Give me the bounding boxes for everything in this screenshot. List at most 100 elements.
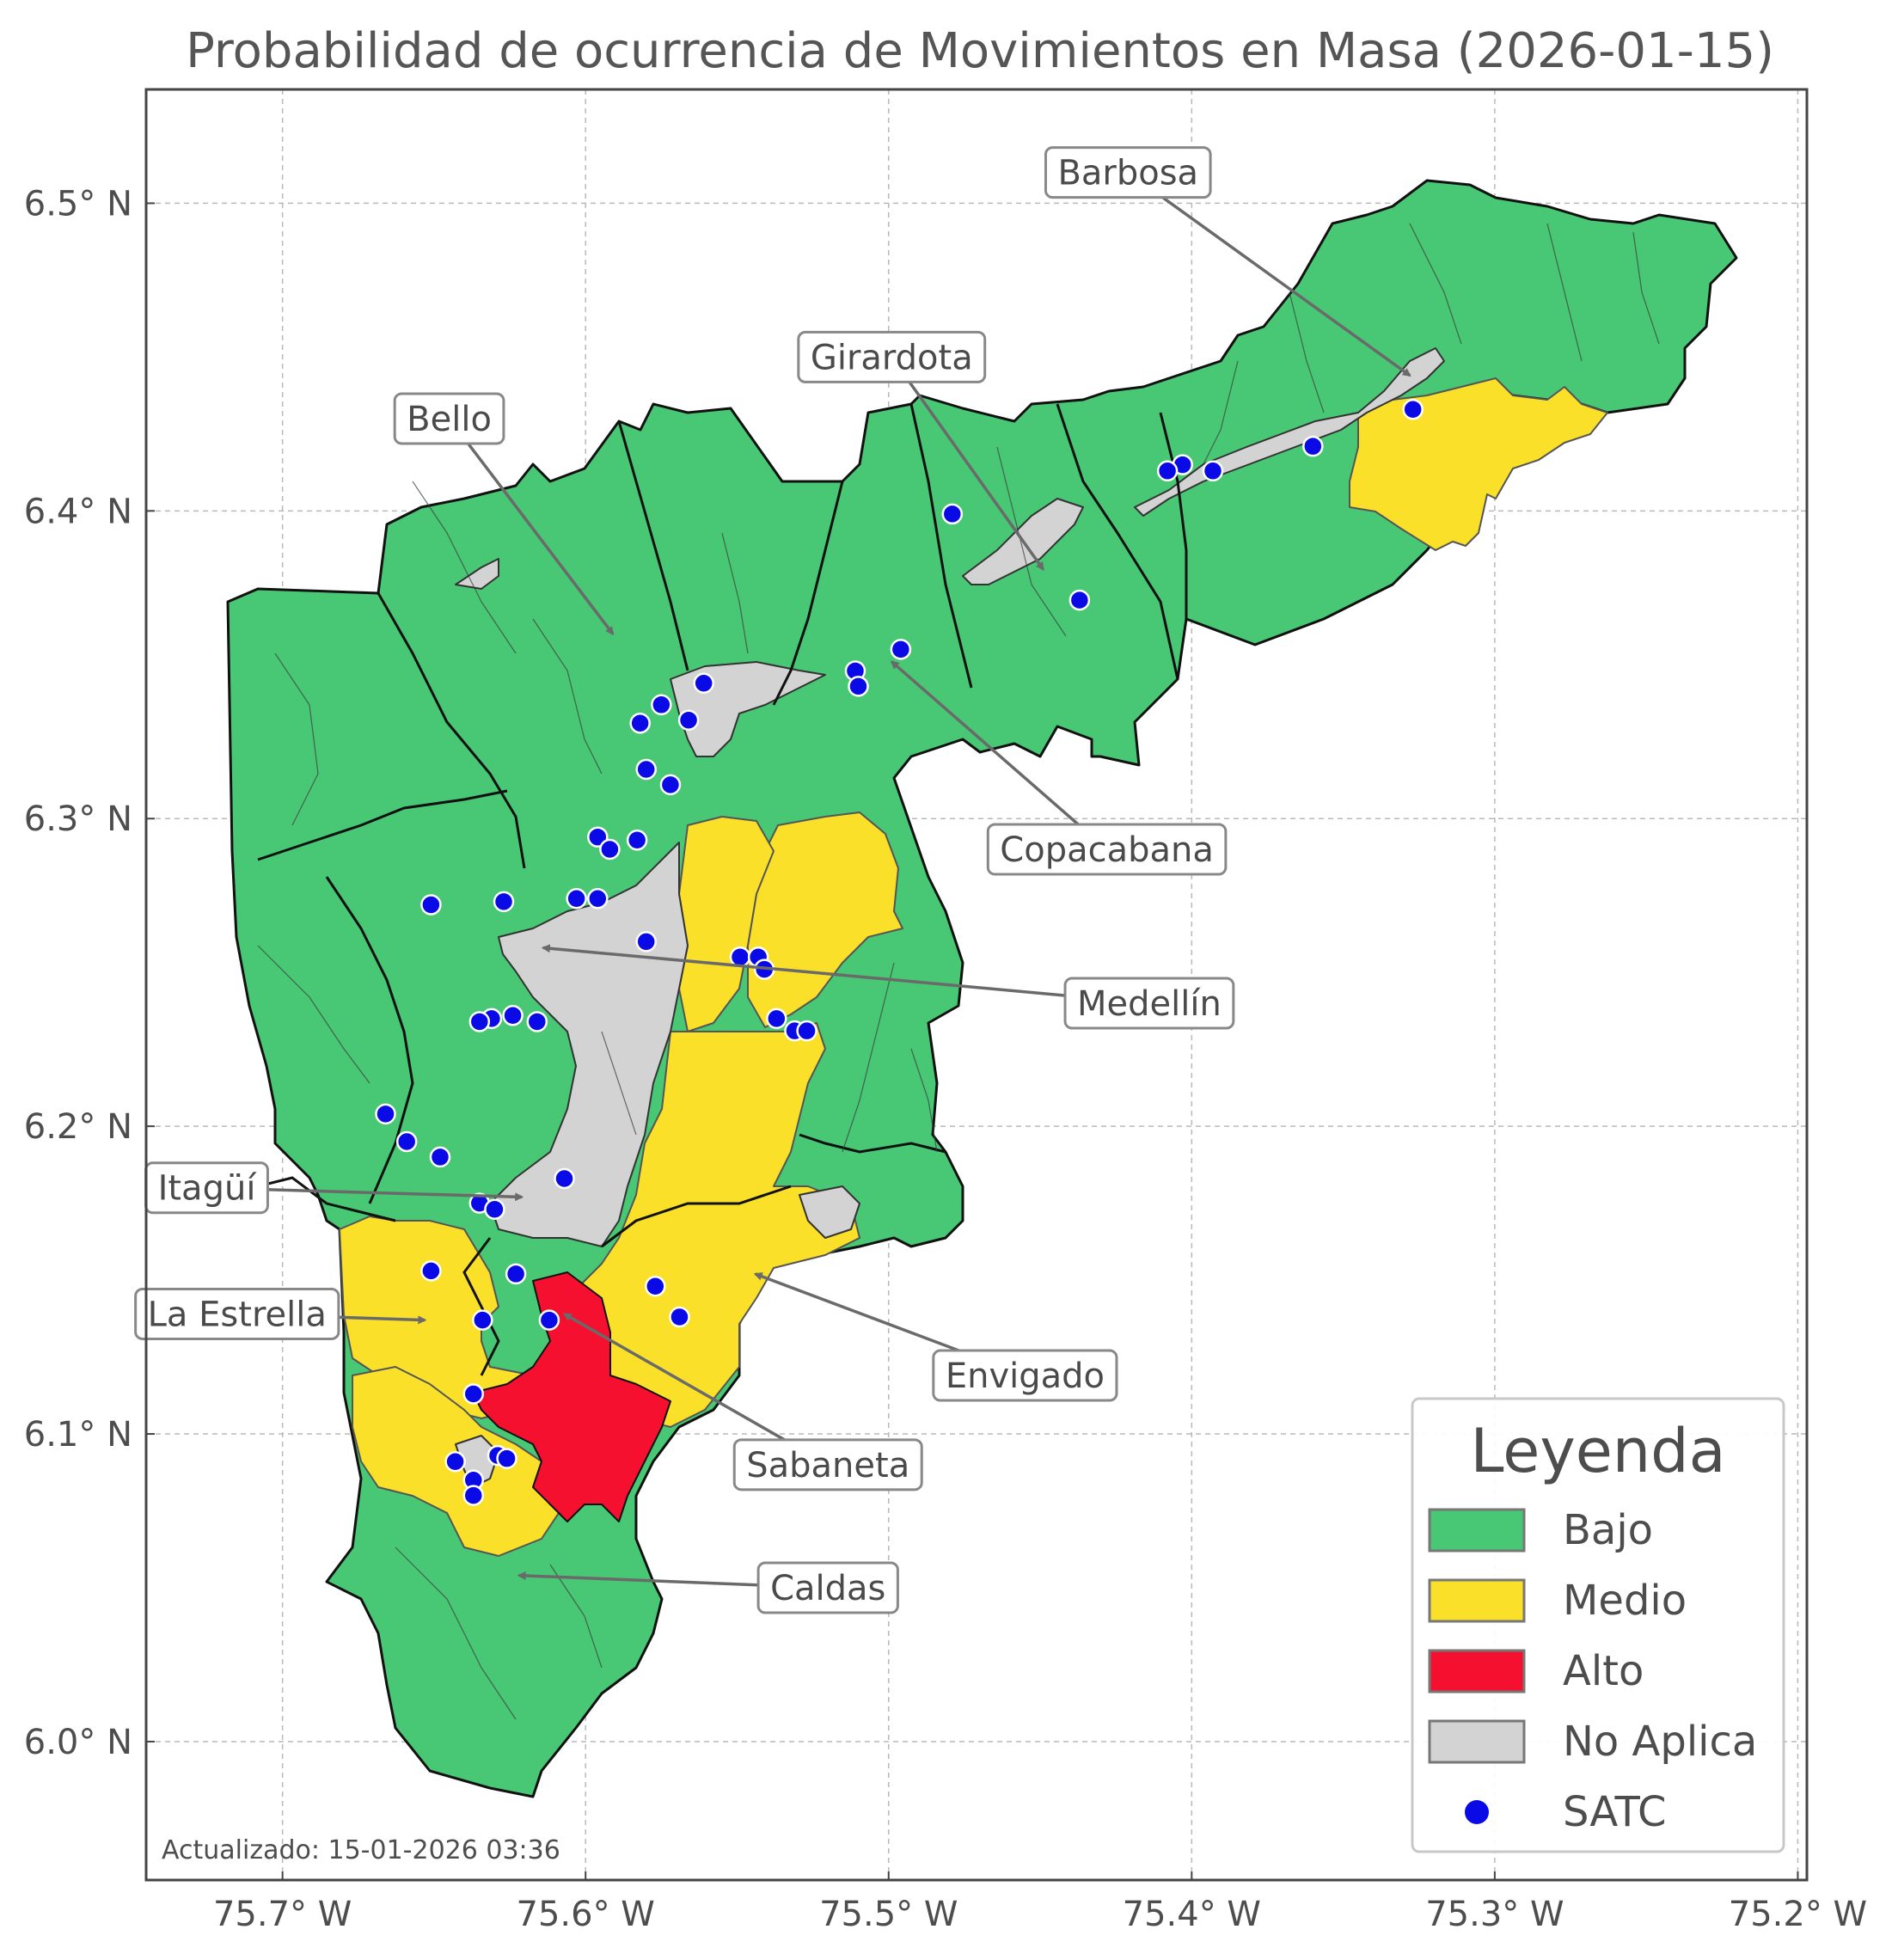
satc-station-marker	[635, 931, 657, 952]
legend-label: SATC	[1563, 1788, 1667, 1836]
division-line	[395, 1547, 517, 1720]
satc-station-marker	[635, 758, 657, 781]
callout-box	[986, 823, 1228, 876]
satc-station-marker	[587, 888, 609, 910]
y-tick-label: 6.0° N	[24, 1723, 132, 1762]
callout-label: Bello	[407, 400, 492, 439]
y-tick-label: 6.4° N	[24, 492, 132, 531]
internal-divisions	[257, 223, 1660, 1720]
satc-station-marker	[429, 1146, 451, 1168]
callout-label: Itagüí	[158, 1169, 258, 1209]
satc-station-marker	[395, 1130, 418, 1153]
legend-title: Leyenda	[1470, 1416, 1725, 1486]
satc-station-marker	[629, 713, 651, 734]
boundary-line	[909, 403, 973, 689]
division-line	[721, 532, 749, 654]
boundary-line	[462, 1237, 500, 1376]
division-line	[601, 1031, 637, 1136]
satc-station-marker	[1302, 435, 1324, 457]
boundary-line	[1159, 412, 1188, 619]
x-tick-label: 75.4° W	[1123, 1895, 1261, 1934]
callout-arrow	[890, 356, 1044, 571]
region-no-aplica-envigado	[799, 1185, 860, 1239]
callout-copacabana: Copacabana	[890, 660, 1228, 876]
satc-station-marker	[496, 1448, 517, 1469]
satc-station-marker	[468, 1011, 491, 1032]
legend: Leyenda Bajo Medio Alto No Aplica SATC	[1411, 1397, 1785, 1853]
satc-station-marker	[1156, 460, 1179, 482]
satc-station-marker	[502, 1005, 524, 1026]
boundary-line	[772, 481, 844, 706]
legend-swatch	[1428, 1578, 1526, 1623]
callout-label: La Estrella	[148, 1295, 327, 1334]
region-medio-barbosa	[1349, 377, 1608, 551]
division-line	[532, 618, 603, 775]
boundary-line	[1056, 403, 1179, 680]
satc-station-marker	[941, 503, 964, 525]
callout-label: Sabaneta	[746, 1446, 909, 1485]
division-line	[1203, 360, 1239, 465]
callout-label: Envigado	[946, 1357, 1105, 1396]
legend-label: Bajo	[1563, 1506, 1653, 1554]
updated-note: Actualizado: 15-01-2026 03:36	[162, 1835, 560, 1865]
legend-items: Bajo Medio Alto No Aplica SATC	[1428, 1506, 1757, 1836]
boundary-line	[257, 789, 508, 861]
x-tick-label: 75.5° W	[819, 1895, 958, 1934]
satc-station-marker	[444, 1451, 466, 1473]
division-line	[274, 652, 319, 826]
callout-arrow	[890, 660, 1108, 851]
callout-box	[1063, 977, 1235, 1030]
division-line	[1546, 223, 1583, 362]
satc-station-marker	[566, 888, 587, 910]
boundary-line	[257, 1176, 396, 1222]
y-tick-label: 6.2° N	[24, 1107, 132, 1147]
callout-arrow	[541, 944, 1150, 1005]
callout-box	[756, 1561, 899, 1614]
region-alto	[472, 1271, 671, 1522]
y-tick-label: 6.1° N	[24, 1415, 132, 1455]
satc-station-marker	[659, 774, 682, 796]
axis-tick-labels: 75.7° W 75.6° W 75.5° W 75.4° W 75.3° W 75.2°…	[24, 184, 1867, 1934]
satc-station-marker	[626, 830, 648, 851]
callout-barbosa: Barbosa	[1044, 146, 1411, 377]
municipality-boundaries	[257, 403, 1188, 1376]
legend-swatch	[1428, 1649, 1526, 1694]
legend-swatch	[1428, 1719, 1526, 1764]
x-tick-label: 75.2° W	[1729, 1895, 1867, 1934]
municipality-callouts: Barbosa Girardota Bello Copacabana Medellín I…	[134, 146, 1411, 1614]
legend-marker	[1465, 1800, 1489, 1824]
satc-station-marker	[526, 1011, 548, 1032]
satc-stations	[375, 398, 1424, 1506]
satc-station-marker	[677, 709, 700, 731]
division-line	[1289, 291, 1325, 413]
satc-station-marker	[375, 1103, 396, 1125]
satc-station-marker	[554, 1167, 575, 1190]
division-line	[1632, 231, 1660, 345]
callout-box	[797, 330, 987, 383]
y-tick-label: 6.3° N	[24, 799, 132, 839]
satc-station-marker	[651, 694, 672, 716]
callout-box	[134, 1287, 340, 1340]
satc-station-marker	[420, 1260, 442, 1282]
satc-station-marker	[538, 1309, 560, 1331]
legend-item-satc: SATC	[1465, 1788, 1667, 1836]
callout-envigado: Envigado	[753, 1272, 1118, 1402]
callout-box	[393, 392, 505, 445]
satc-station-marker	[462, 1485, 485, 1506]
region-no-aplica-bello-north	[455, 558, 499, 590]
satc-station-marker	[645, 1275, 666, 1297]
region-medio-envigado	[575, 1022, 860, 1428]
satc-station-marker	[890, 639, 912, 660]
legend-label: No Aplica	[1563, 1718, 1757, 1766]
satc-station-marker	[1202, 460, 1224, 482]
callout-medell-n: Medellín	[541, 944, 1235, 1030]
boundary-line	[601, 1185, 792, 1248]
callout-arrow	[448, 417, 615, 636]
callout-sabaneta: Sabaneta	[562, 1312, 923, 1491]
callout-bello: Bello	[393, 392, 615, 636]
x-tick-label: 75.3° W	[1425, 1895, 1564, 1934]
division-line	[910, 1048, 938, 1153]
satc-station-marker	[420, 894, 442, 916]
region-layer	[226, 179, 1738, 1798]
